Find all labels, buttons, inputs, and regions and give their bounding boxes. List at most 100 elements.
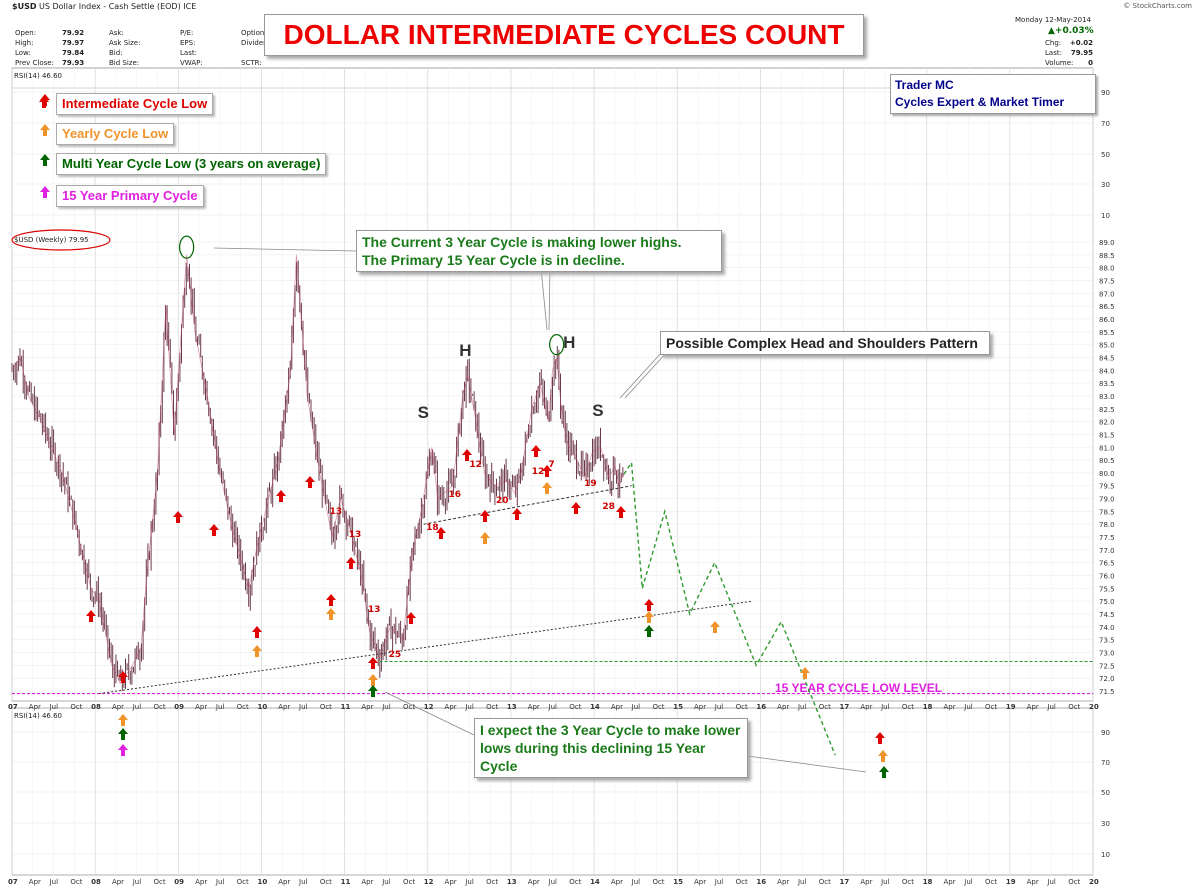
cycle-arrow-icon: [878, 750, 888, 762]
x-tick-label: Apr: [195, 703, 207, 711]
price-tick-label: 86.5: [1099, 303, 1115, 311]
price-tick-label: 85.5: [1099, 329, 1115, 337]
x-tick-label: 10: [257, 703, 267, 711]
price-tick-label: 82.5: [1099, 406, 1115, 414]
price-tick-label: 77.0: [1099, 547, 1115, 555]
x-tick-label: Oct: [320, 878, 332, 886]
quote-label: Ask Size:: [109, 39, 141, 47]
x-tick-label: Oct: [70, 703, 82, 711]
quote-value: 79.95: [1070, 49, 1093, 57]
cycle-arrow-icon: [571, 502, 581, 514]
x-tick-label: Apr: [528, 703, 540, 711]
x-tick-label: Oct: [1068, 878, 1080, 886]
quote-label: Ask:: [109, 29, 124, 37]
x-tick-label: Jul: [1046, 703, 1056, 711]
cycle-arrow-icon: [39, 96, 49, 108]
week-count-label: 16: [449, 490, 462, 500]
callout-leader: [624, 350, 669, 399]
symbol: $USD: [12, 2, 37, 11]
x-tick-label: Jul: [797, 703, 807, 711]
cycle-arrow-icon: [542, 465, 552, 477]
cycle-arrow-icon: [118, 744, 128, 756]
week-count-label: 12: [532, 467, 545, 477]
price-tick-label: 88.5: [1099, 252, 1115, 260]
x-tick-label: 13: [507, 878, 517, 886]
x-tick-label: Apr: [29, 703, 41, 711]
x-tick-label: Apr: [528, 878, 540, 886]
cycle-arrow-icon: [644, 625, 654, 637]
price-tick-label: 76.5: [1099, 560, 1115, 568]
x-tick-label: Oct: [486, 878, 498, 886]
cycle-arrow-icon: [710, 621, 720, 633]
cycle-arrow-icon: [252, 645, 262, 657]
price-tick-label: 75.5: [1099, 585, 1115, 593]
x-tick-label: 07: [8, 703, 18, 711]
callout-lower-lows-line1: I expect the 3 Year Cycle to make lower: [480, 722, 741, 738]
x-tick-label: 08: [91, 878, 101, 886]
x-tick-label: Jul: [548, 878, 558, 886]
x-tick-label: Apr: [361, 703, 373, 711]
cycle-arrow-icon: [875, 732, 885, 744]
quote-label: Prev Close:: [15, 59, 54, 67]
price-tick-label: 85.0: [1099, 342, 1115, 350]
quote-label: Option: [241, 29, 265, 37]
price-tick-label: 81.0: [1099, 444, 1115, 452]
x-tick-label: Oct: [569, 703, 581, 711]
header-date: Monday 12-May-2014: [1015, 16, 1091, 24]
price-tick-label: 80.0: [1099, 470, 1115, 478]
price-tick-label: 76.0: [1099, 573, 1115, 581]
x-tick-label: Oct: [902, 703, 914, 711]
x-tick-label: 12: [424, 703, 434, 711]
quote-label: VWAP:: [180, 59, 203, 67]
price-tick-label: 72.0: [1099, 675, 1115, 683]
cycle-arrow-icon: [173, 511, 183, 523]
price-tick-label: 83.0: [1099, 393, 1115, 401]
price-label: $USD (Weekly) 79.95: [14, 236, 89, 244]
quote-row: Last: 79.95: [1045, 48, 1093, 58]
quote-value: 79.93: [62, 59, 85, 67]
x-tick-label: Jul: [631, 878, 641, 886]
level-15-year-label: 15 YEAR CYCLE LOW LEVEL: [775, 681, 942, 695]
price-tick-label: 78.0: [1099, 521, 1115, 529]
cycle-arrow-icon: [879, 766, 889, 778]
pattern-label: S: [418, 403, 429, 422]
legend-yearly-label: Yearly Cycle Low: [62, 126, 169, 141]
price-tick-label: 84.5: [1099, 354, 1115, 362]
x-tick-label: Oct: [154, 878, 166, 886]
x-tick-label: Oct: [1068, 703, 1080, 711]
cycle-arrow-icon: [368, 674, 378, 686]
x-tick-label: 07: [8, 878, 18, 886]
cycle-arrow-icon: [368, 657, 378, 669]
price-tick-label: 72.5: [1099, 662, 1115, 670]
legend-primary-label: 15 Year Primary Cycle: [62, 188, 198, 203]
x-tick-label: Jul: [298, 703, 308, 711]
price-tick-label: 87.5: [1099, 277, 1115, 285]
week-count-label: 19: [584, 479, 597, 489]
cycle-arrow-icon: [462, 449, 472, 461]
x-tick-label: Oct: [985, 703, 997, 711]
quote-label: Volume:: [1045, 59, 1074, 67]
rsi-tick-label: 50: [1101, 789, 1110, 797]
x-tick-label: Jul: [215, 703, 225, 711]
x-tick-label: Apr: [1027, 878, 1039, 886]
cycle-arrow-icon: [252, 626, 262, 638]
legend-yearly: Yearly Cycle Low: [56, 123, 175, 145]
price-tick-label: 74.0: [1099, 624, 1115, 632]
week-count-label: 25: [389, 650, 402, 660]
price-tick-label: 74.5: [1099, 611, 1115, 619]
cycle-arrow-icon: [436, 527, 446, 539]
x-tick-label: Jul: [714, 878, 724, 886]
x-tick-label: Jul: [797, 878, 807, 886]
x-tick-label: 16: [756, 703, 766, 711]
rsi-panel-label: RSI(14) 46.60: [14, 712, 63, 720]
cycle-arrow-icon: [40, 124, 50, 136]
x-tick-label: Apr: [195, 878, 207, 886]
x-tick-label: 15: [673, 703, 683, 711]
callout-leader: [540, 267, 548, 331]
callout-leader: [384, 691, 475, 736]
callout-leader: [619, 350, 664, 399]
callout-head-shoulders-text: Possible Complex Head and Shoulders Patt…: [666, 335, 978, 351]
x-tick-label: Oct: [320, 703, 332, 711]
x-tick-label: Oct: [403, 878, 415, 886]
x-tick-label: 17: [840, 878, 850, 886]
